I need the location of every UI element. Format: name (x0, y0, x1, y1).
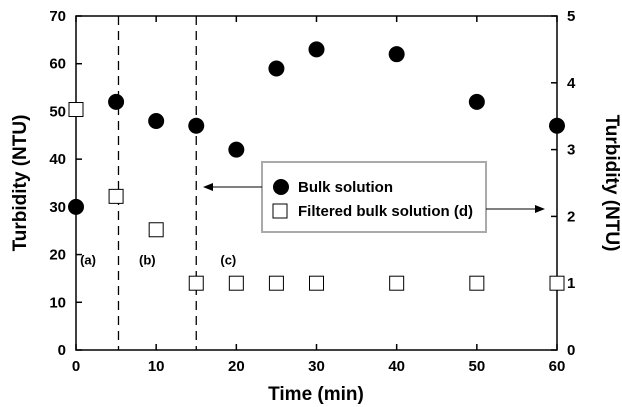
y-left-tick-label: 20 (49, 247, 66, 264)
x-tick-label: 60 (549, 358, 566, 375)
y-left-tick-label: 40 (49, 151, 66, 168)
legend-arrow-right-head (535, 205, 545, 213)
filtered-solution-point (470, 276, 484, 290)
y-right-tick-label: 3 (567, 142, 575, 159)
legend-arrow-left-head (203, 183, 213, 191)
filtered-solution-point (550, 276, 564, 290)
y-left-tick-label: 60 (49, 56, 66, 73)
filtered-solution-point (149, 223, 163, 237)
x-tick-label: 20 (228, 358, 245, 375)
x-tick-label: 50 (468, 358, 485, 375)
legend-box (262, 162, 486, 232)
legend: Bulk solution Filtered bulk solution (d) (203, 162, 545, 232)
phase-label-2: (c) (220, 253, 236, 268)
bulk-solution-point (309, 41, 325, 57)
filtered-solution-point (109, 189, 123, 203)
legend-marker-filtered (273, 204, 287, 218)
y-right-tick-label: 0 (567, 342, 575, 359)
legend-marker-bulk (273, 179, 289, 195)
bulk-solution-point (148, 113, 164, 129)
y-left-tick-label: 70 (49, 8, 66, 25)
filtered-solution-point (229, 276, 243, 290)
filtered-solution-point (189, 276, 203, 290)
x-tick-label: 10 (148, 358, 165, 375)
legend-label-bulk: Bulk solution (298, 179, 393, 196)
legend-label-filtered: Filtered bulk solution (d) (298, 203, 473, 220)
y-left-tick-label: 0 (58, 342, 66, 359)
y-left-tick-label: 30 (49, 199, 66, 216)
y-right-tick-label: 1 (567, 275, 575, 292)
y-right-tick-label: 2 (567, 208, 575, 225)
y-right-tick-label: 4 (567, 75, 576, 92)
y-axis-title-right: Turbidity (NTU) (601, 115, 622, 252)
y-left-tick-label: 50 (49, 103, 66, 120)
filtered-solution-point (390, 276, 404, 290)
x-tick-label: 40 (388, 358, 405, 375)
bulk-solution-point (549, 118, 565, 134)
filtered-solution-point (310, 276, 324, 290)
bulk-solution-point (389, 46, 405, 62)
y-right-tick-label: 5 (567, 8, 575, 25)
filtered-solution-point (269, 276, 283, 290)
phase-label-1: (b) (139, 253, 156, 268)
bulk-solution-point (268, 60, 284, 76)
x-axis-title: Time (min) (268, 384, 364, 405)
bulk-solution-point (68, 199, 84, 215)
y-axis-title-left: Turbidity (NTU) (10, 115, 31, 252)
bulk-solution-point (188, 118, 204, 134)
phase-label-0: (a) (80, 253, 96, 268)
x-tick-label: 30 (308, 358, 325, 375)
bulk-solution-point (108, 94, 124, 110)
y-left-tick-label: 10 (49, 294, 66, 311)
x-tick-label: 0 (72, 358, 80, 375)
filtered-solution-point (69, 103, 83, 117)
bulk-solution-point (469, 94, 485, 110)
bulk-solution-point (228, 142, 244, 158)
